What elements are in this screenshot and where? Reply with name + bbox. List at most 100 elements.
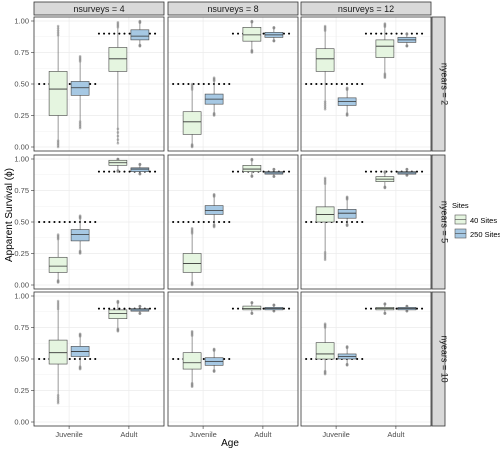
outlier-point xyxy=(212,79,216,83)
box xyxy=(242,305,262,311)
x-tick-label: Adult xyxy=(120,430,138,439)
outlier-point xyxy=(212,111,216,115)
outlier-point xyxy=(116,138,120,141)
panel-border xyxy=(167,154,299,290)
outlier-point xyxy=(323,102,327,105)
outlier-point xyxy=(138,43,142,47)
y-tick-label: 0.00 xyxy=(14,281,29,290)
outlier-point xyxy=(405,33,409,36)
outlier-point xyxy=(345,346,349,350)
x-tick-label: Juvenile xyxy=(189,430,217,439)
col-strip-bg xyxy=(300,1,432,16)
outlier-point xyxy=(138,163,142,167)
outlier-point xyxy=(345,362,349,366)
box xyxy=(182,253,202,273)
box xyxy=(108,47,128,72)
outlier-point xyxy=(56,279,60,282)
outlier-point xyxy=(250,158,254,162)
x-tick-label: Juvenile xyxy=(55,430,83,439)
outlier-point xyxy=(323,104,327,107)
outlier-point xyxy=(272,309,276,313)
outlier-point xyxy=(190,88,194,91)
outlier-point xyxy=(250,301,254,305)
x-tick-label: Juvenile xyxy=(322,430,350,439)
outlier-point xyxy=(56,395,60,399)
outlier-point xyxy=(383,185,387,189)
outlier-point xyxy=(116,131,120,134)
box xyxy=(182,111,202,135)
outlier-point xyxy=(56,305,60,309)
box xyxy=(204,205,224,215)
outlier-point xyxy=(405,309,409,313)
outlier-point xyxy=(212,369,216,372)
panel: 0.00 0.25 0.50 0.75 1.00 Juvenile Adult xyxy=(14,291,165,439)
outlier-point xyxy=(78,60,82,63)
outlier-point xyxy=(323,250,327,254)
y-tick-label: 0.25 xyxy=(14,249,29,258)
outlier-point xyxy=(323,254,327,258)
y-tick-label: 0.75 xyxy=(14,186,29,195)
box xyxy=(108,309,128,319)
y-tick-label: 0.25 xyxy=(14,111,29,120)
outlier-point xyxy=(78,249,82,253)
row-strip-bg xyxy=(431,16,446,152)
x-axis-title: Age xyxy=(221,438,239,449)
outlier-point xyxy=(56,307,60,311)
outlier-point xyxy=(383,25,387,29)
panel-border xyxy=(300,291,432,427)
box xyxy=(315,48,335,72)
legend-label-40-sites: 40 Sites xyxy=(470,216,497,225)
box xyxy=(375,39,395,58)
box xyxy=(130,29,150,41)
outlier-point xyxy=(56,301,60,305)
y-tick-label: 1.00 xyxy=(14,292,29,301)
box xyxy=(48,339,68,365)
outlier-point xyxy=(138,305,142,308)
outlier-point xyxy=(383,303,387,306)
outlier-point xyxy=(250,48,254,52)
outlier-point xyxy=(323,326,327,329)
y-tick-label: 0.00 xyxy=(14,143,29,152)
row-strip-label: nyears = 5 xyxy=(440,201,450,243)
outlier-point xyxy=(56,299,60,303)
outlier-point xyxy=(78,120,82,123)
outlier-point xyxy=(190,232,194,235)
row-strip-bg xyxy=(431,291,446,427)
legend-title: Sites xyxy=(452,201,469,210)
box xyxy=(242,26,262,42)
outlier-point xyxy=(323,29,327,32)
y-tick-label: 1.00 xyxy=(14,155,29,164)
outlier-point xyxy=(383,171,387,174)
outlier-point xyxy=(190,143,194,146)
outlier-point xyxy=(56,139,60,142)
outlier-point xyxy=(323,256,327,260)
box xyxy=(130,167,150,172)
outlier-point xyxy=(250,174,254,177)
row-strip-label: nyears = 2 xyxy=(440,63,450,105)
col-strip-bg xyxy=(167,1,299,16)
outlier-point xyxy=(405,173,409,177)
legend-label-250-sites: 250 Sites xyxy=(470,230,500,239)
outlier-point xyxy=(405,168,409,171)
outlier-point xyxy=(250,311,254,315)
outlier-point xyxy=(138,311,142,315)
outlier-point xyxy=(405,44,409,47)
panel xyxy=(300,16,432,152)
outlier-point xyxy=(56,27,60,30)
outlier-point xyxy=(272,304,276,307)
outlier-point xyxy=(323,369,327,373)
outlier-point xyxy=(272,168,276,171)
outlier-point xyxy=(78,365,82,368)
outlier-point xyxy=(405,305,409,308)
outlier-point xyxy=(190,334,194,337)
box xyxy=(48,256,68,273)
outlier-point xyxy=(78,335,82,338)
outlier-point xyxy=(323,100,327,103)
box xyxy=(337,209,357,219)
outlier-point xyxy=(56,303,60,307)
panel-border xyxy=(300,154,432,290)
outlier-point xyxy=(345,112,349,115)
panel-border xyxy=(167,16,299,152)
panel xyxy=(167,154,299,290)
